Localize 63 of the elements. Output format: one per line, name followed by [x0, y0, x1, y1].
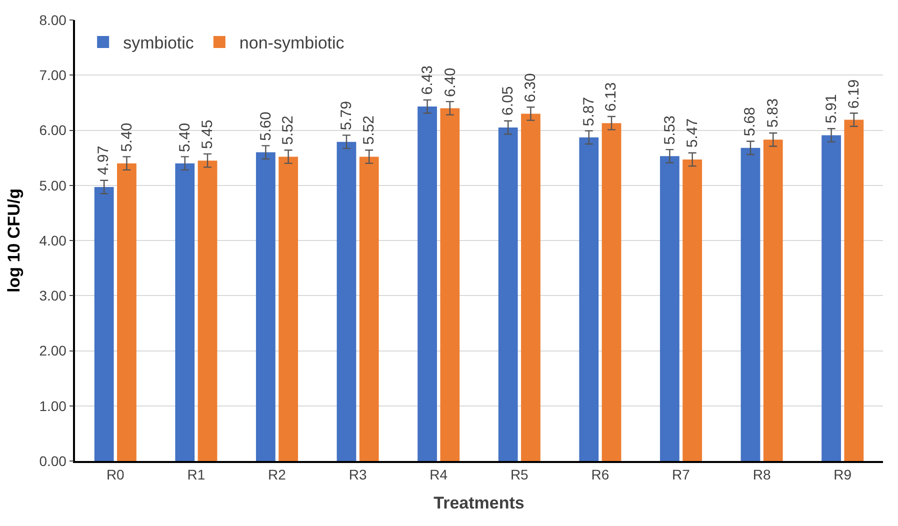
x-tick-label: R8	[752, 466, 771, 483]
bar	[822, 135, 841, 461]
data-label: 5.60	[258, 112, 274, 141]
data-label: 6.43	[418, 66, 436, 95]
x-tick-label: R9	[834, 466, 852, 483]
bar	[278, 156, 298, 461]
bar	[418, 106, 437, 461]
legend-label: non-symbiotic	[239, 34, 345, 53]
bar	[740, 148, 760, 461]
data-label: 6.40	[442, 68, 459, 97]
data-label: 5.83	[764, 98, 782, 128]
x-tick-label: R7	[672, 466, 690, 483]
data-label: 5.40	[118, 122, 136, 152]
y-tick-label: 1.00	[39, 398, 67, 414]
x-tick-label: R3	[348, 466, 367, 483]
bar	[359, 156, 379, 461]
x-tick-label: R4	[430, 466, 448, 483]
bar	[256, 152, 276, 461]
bar	[579, 137, 599, 461]
x-tick-label: R6	[591, 466, 610, 483]
x-tick-label: R2	[268, 466, 286, 483]
y-tick-label: 3.00	[39, 288, 67, 304]
data-label: 5.40	[176, 122, 194, 152]
data-label: 6.30	[522, 73, 540, 102]
data-label: 6.05	[500, 86, 517, 116]
y-tick-label: 6.00	[39, 122, 67, 138]
bar	[602, 123, 622, 461]
x-tick-label: R5	[510, 466, 529, 483]
y-tick-label: 8.00	[39, 12, 67, 28]
data-label: 5.79	[338, 100, 355, 130]
bar	[198, 160, 218, 461]
bar	[440, 108, 460, 461]
data-label: 5.52	[360, 116, 378, 145]
y-tick-label: 4.00	[39, 232, 67, 248]
bar	[763, 140, 783, 461]
bar	[94, 187, 114, 461]
bar	[844, 120, 864, 461]
bar	[660, 156, 680, 461]
data-label: 4.97	[95, 146, 112, 175]
data-label: 5.68	[742, 107, 759, 136]
bar	[336, 142, 356, 461]
bar	[175, 163, 195, 461]
bar	[117, 163, 136, 461]
data-label: 5.53	[662, 116, 679, 145]
data-label: 5.52	[280, 116, 297, 145]
x-tick-label: R1	[187, 466, 206, 483]
data-label: 6.13	[602, 82, 620, 112]
bar	[682, 159, 702, 461]
data-label: 5.47	[684, 118, 701, 148]
bar	[498, 127, 518, 461]
data-label: 6.19	[845, 79, 862, 109]
bar	[521, 114, 540, 461]
y-axis-title: log 10 CFU/g	[4, 188, 24, 292]
y-tick-label: 0.00	[39, 452, 67, 469]
y-tick-label: 5.00	[39, 177, 67, 194]
y-tick-label: 2.00	[39, 342, 67, 359]
legend-label: symbiotic	[123, 34, 194, 53]
x-axis-title: Treatments	[434, 493, 524, 512]
x-tick-label: R0	[106, 466, 125, 483]
data-label: 5.87	[580, 96, 598, 126]
data-label: 5.91	[823, 94, 840, 124]
y-tick-label: 7.00	[39, 67, 67, 84]
data-label: 5.45	[199, 120, 216, 149]
